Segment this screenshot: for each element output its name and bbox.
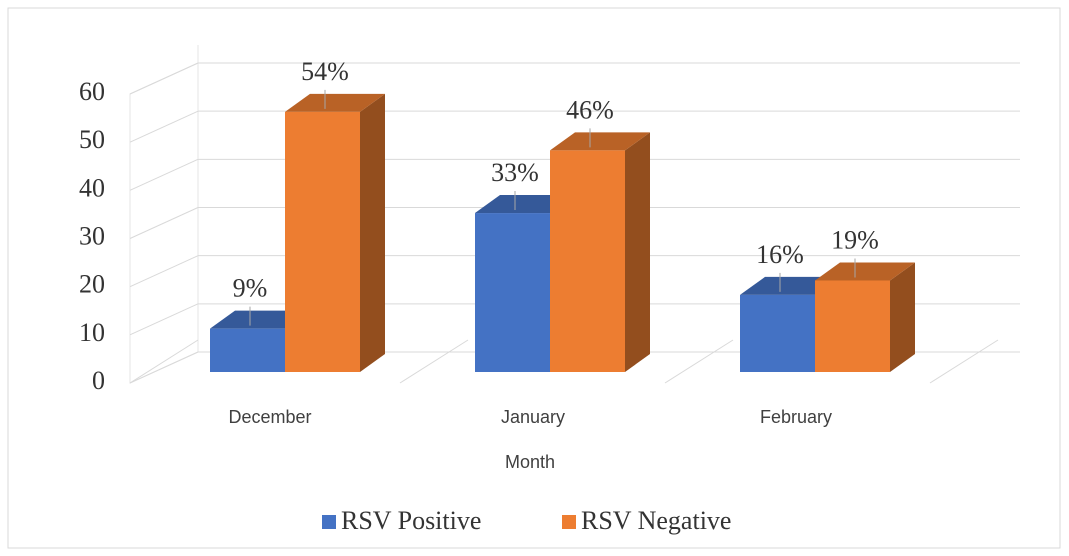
y-tick-label: 50 [79, 125, 105, 154]
side-grid-line [129, 110, 199, 143]
data-label: 19% [831, 225, 879, 254]
bar-side [625, 132, 650, 372]
bar [475, 213, 550, 372]
y-tick-label: 60 [79, 77, 105, 106]
y-tick-label: 40 [79, 173, 105, 202]
side-grid-line [129, 207, 199, 239]
legend-swatch [322, 515, 336, 529]
x-tick-label: February [760, 407, 832, 427]
bar-side [890, 262, 915, 372]
bar-top [815, 262, 915, 281]
data-label: 54% [301, 57, 349, 86]
bar [285, 111, 360, 373]
x-tick-label: December [228, 407, 311, 427]
data-label: 16% [756, 240, 804, 269]
bar-top [550, 132, 650, 151]
floor-divider [664, 339, 734, 384]
y-tick-label: 10 [79, 318, 105, 347]
bar [210, 328, 285, 372]
bar-top [285, 93, 385, 112]
data-label: 33% [491, 158, 539, 187]
floor-divider [399, 339, 469, 384]
side-grid-line [129, 158, 199, 191]
side-grid-line [129, 351, 199, 384]
data-label: 46% [566, 95, 614, 124]
y-tick-label: 30 [79, 221, 105, 250]
x-axis-title: Month [505, 452, 555, 472]
bar [815, 280, 890, 372]
y-tick-label: 0 [92, 366, 105, 395]
side-grid-line [129, 255, 199, 288]
floor-divider [929, 339, 999, 384]
legend-label: RSV Negative [581, 506, 731, 535]
bar [740, 294, 815, 372]
legend-label: RSV Positive [341, 506, 481, 535]
side-grid-line [129, 62, 199, 95]
data-label: 9% [233, 274, 268, 303]
bar [550, 150, 625, 372]
x-tick-label: January [501, 407, 565, 427]
floor-divider [129, 339, 199, 384]
legend-swatch [562, 515, 576, 529]
bar-side [360, 93, 385, 373]
y-tick-label: 20 [79, 270, 105, 299]
side-grid-line [129, 303, 199, 336]
